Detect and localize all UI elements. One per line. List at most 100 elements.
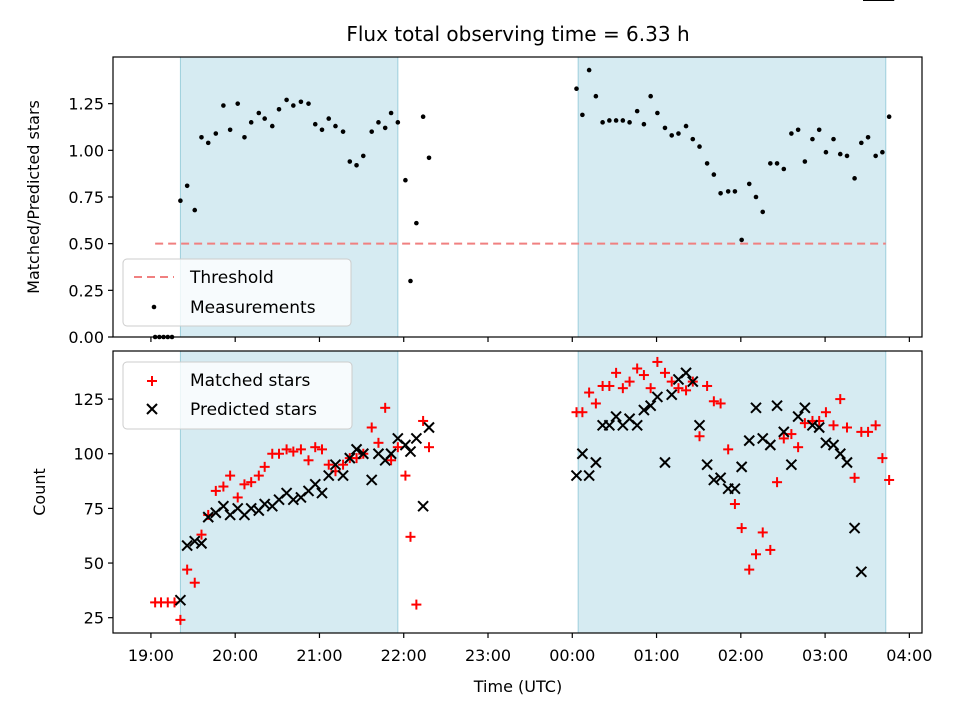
y-tick-label: 0.75 <box>68 188 104 207</box>
predicted-stars-point <box>799 402 811 414</box>
measurements-point <box>306 101 311 106</box>
matched-stars-point <box>189 577 200 588</box>
measurements-point <box>746 181 752 187</box>
chart-title: Flux total observing time = 6.33 h <box>346 22 689 46</box>
matched-stars-point <box>624 376 635 387</box>
matched-stars-point <box>632 363 643 374</box>
measurements-point <box>262 116 267 121</box>
measurements-point <box>205 140 211 146</box>
top-y-axis-label: Matched/Predicted stars <box>24 100 43 294</box>
x-tick-label: 04:00 <box>886 646 932 665</box>
matched-stars-point <box>841 422 852 433</box>
matched-stars-point <box>617 383 628 394</box>
matched-stars-point <box>392 442 403 453</box>
measurements-point <box>810 136 815 142</box>
matched-stars-point <box>274 448 285 459</box>
matched-stars-point <box>744 564 755 575</box>
measurements-legend-swatch <box>151 304 157 310</box>
matched-stars-point <box>303 455 314 466</box>
measurements-point <box>831 136 836 142</box>
matched-stars-point <box>288 446 299 457</box>
matched-stars-point <box>870 420 881 431</box>
predicted-stars-point <box>687 375 699 388</box>
matched-stars-point <box>239 479 250 490</box>
predicted-stars-point <box>174 594 187 606</box>
measurements-point <box>360 153 366 159</box>
matched-stars-point <box>659 367 670 378</box>
predicted-stars-point <box>309 478 321 491</box>
measurements-point <box>213 131 219 136</box>
measurements-point <box>388 110 394 116</box>
matched-stars-point <box>835 394 846 405</box>
measurements-point <box>655 110 660 116</box>
matched-stars-point <box>702 380 713 391</box>
predicted-stars-point <box>701 458 713 471</box>
matched-stars-point <box>884 474 895 485</box>
measurements-point <box>354 162 359 168</box>
predicted-stars-point <box>610 410 622 423</box>
y-tick-label: 0.00 <box>68 328 104 347</box>
matched-stars-point <box>799 418 810 429</box>
matched-stars-point <box>405 531 416 542</box>
matched-stars-point <box>849 472 860 483</box>
measurements-point <box>648 93 653 99</box>
measurements-point <box>739 237 744 243</box>
predicted-stars-point <box>848 522 861 534</box>
measurements-point <box>184 183 190 189</box>
matched-stars-point <box>750 549 761 560</box>
predicted-stars-point <box>603 419 616 432</box>
matched-stars-point <box>182 564 193 575</box>
matched-stars-point <box>281 444 292 455</box>
measurements-point <box>426 155 432 161</box>
threshold-legend-label: Threshold <box>189 268 274 288</box>
measurements-point <box>627 120 632 125</box>
predicted-stars-point <box>827 439 840 451</box>
predicted-stars-point <box>708 474 720 486</box>
matched-stars-point <box>590 398 601 409</box>
matched-stars-point <box>736 523 747 534</box>
matched-stars-point <box>765 544 776 555</box>
measurements-point <box>844 153 850 159</box>
measurements-point <box>580 112 585 118</box>
predicted-stars-point <box>638 404 650 416</box>
measurements-point <box>235 101 241 106</box>
x-tick-label: 01:00 <box>633 646 679 665</box>
measurements-point <box>760 209 766 215</box>
measurements-point <box>802 159 808 164</box>
matched-stars-point <box>196 529 207 540</box>
measurements-point <box>326 116 332 121</box>
predicted-stars-point <box>423 421 435 434</box>
matched-stars-point <box>638 370 649 381</box>
y-tick-label: 1.00 <box>68 141 104 160</box>
matched-stars-point <box>373 437 384 448</box>
predicted-stars-point <box>680 367 692 379</box>
measurements-point <box>873 153 878 159</box>
predicted-stars-point <box>329 458 342 471</box>
matched-stars-legend-swatch <box>147 376 157 386</box>
predicted-stars-point <box>570 469 583 482</box>
measurements-point <box>227 127 233 133</box>
y-tick-label: 0.25 <box>68 281 104 300</box>
measurements-point <box>291 103 296 108</box>
predicted-stars-point <box>357 448 369 460</box>
measurements-point <box>298 99 304 105</box>
predicted-stars-point <box>855 566 868 578</box>
matched-stars-point <box>411 599 422 610</box>
matched-stars-point <box>210 485 221 496</box>
measurements-point <box>613 118 619 123</box>
x-tick-label: 02:00 <box>718 646 764 665</box>
predicted-stars-point <box>764 439 777 451</box>
matched-stars-point <box>400 470 411 481</box>
matched-stars-point <box>338 459 349 470</box>
measurements-point <box>732 189 738 194</box>
predicted-stars-point <box>750 402 762 414</box>
predicted-stars-point <box>399 439 412 451</box>
predicted-stars-point <box>631 419 643 432</box>
predicted-stars-point <box>806 419 819 432</box>
measurements-point <box>789 131 794 136</box>
measurements-point <box>382 125 388 131</box>
measurements-point <box>414 220 419 226</box>
matched-stars-point <box>295 444 306 455</box>
x-tick-label: 21:00 <box>296 646 342 665</box>
predicted-stars-point <box>337 469 349 482</box>
